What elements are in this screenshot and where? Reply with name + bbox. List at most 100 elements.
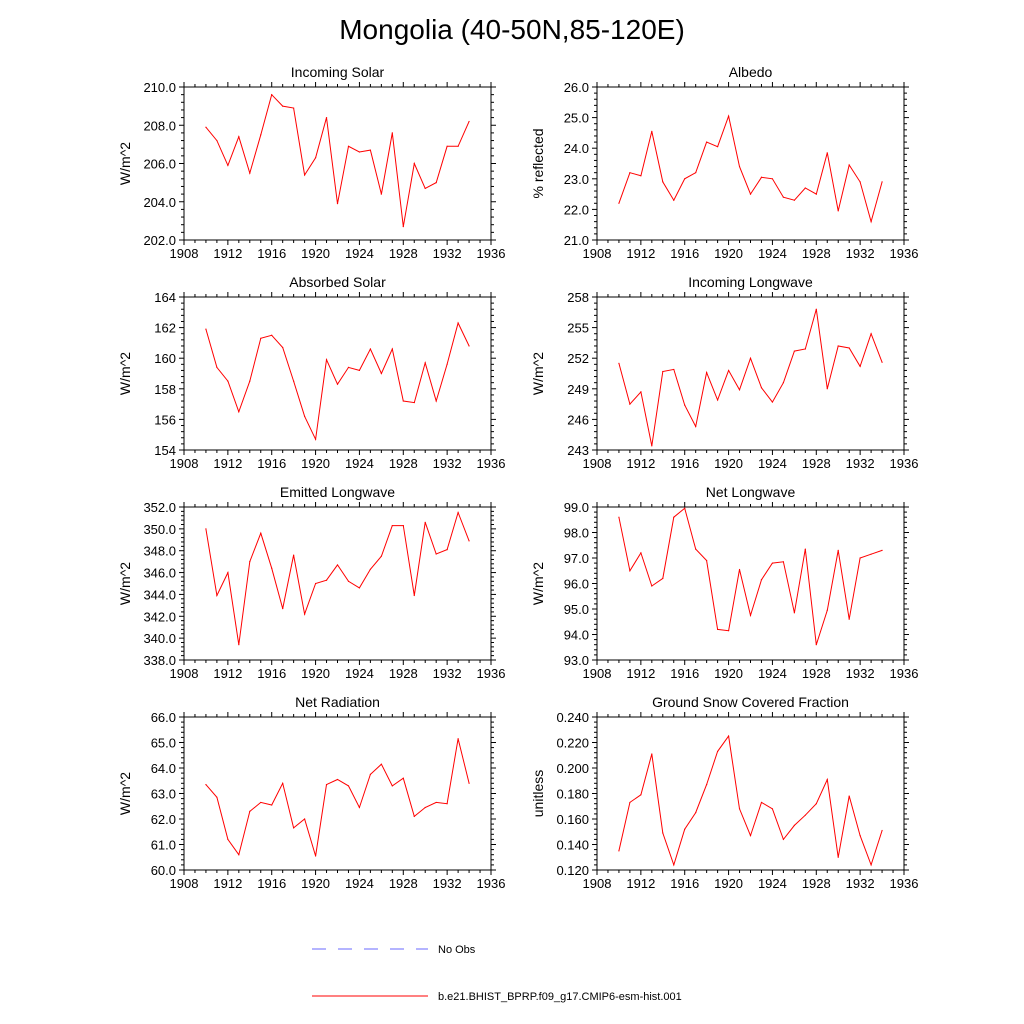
figure-title: Mongolia (40-50N,85-120E) (339, 14, 685, 45)
x-tick-label: 1916 (670, 876, 699, 891)
y-tick-label: 348.0 (143, 544, 176, 559)
chart-panel: Absorbed Solar W/m^2 1908 1912 1916 1920 1924 1… (117, 274, 505, 471)
x-tick-label: 1924 (758, 456, 787, 471)
data-point (457, 738, 459, 740)
data-point (293, 107, 295, 109)
data-point (618, 202, 620, 204)
data-point (227, 571, 229, 574)
y-tick-label: 94.0 (564, 628, 589, 643)
y-tick-label: 0.140 (556, 838, 589, 853)
data-point (695, 425, 697, 428)
x-tick-label: 1932 (433, 456, 462, 471)
data-point (771, 808, 774, 810)
data-point (815, 193, 817, 195)
data-point (629, 172, 631, 174)
y-tick-label: 160 (154, 351, 176, 366)
x-tick-label: 1920 (301, 456, 330, 471)
data-point (216, 796, 218, 798)
chart-panel: Ground Snow Covered Fraction unitless 1908… (530, 694, 918, 891)
data-point (706, 371, 708, 374)
y-tick-label: 95.0 (564, 602, 589, 617)
x-tick-label: 1924 (758, 246, 787, 261)
data-point (684, 828, 686, 830)
data-point (249, 810, 251, 812)
data-point (238, 854, 240, 856)
data-point (782, 382, 784, 384)
x-tick-label: 1908 (583, 456, 612, 471)
y-tick-label: 204.0 (143, 195, 176, 210)
data-point (457, 511, 459, 514)
data-point (413, 162, 415, 165)
data-point (804, 187, 806, 189)
data-point (706, 783, 708, 786)
data-point (391, 132, 393, 134)
data-point (446, 803, 448, 805)
data-point (837, 345, 839, 347)
x-tick-label: 1916 (670, 456, 699, 471)
data-point (673, 368, 675, 371)
x-tick-label: 1928 (389, 666, 418, 681)
y-tick-label: 0.160 (556, 812, 589, 827)
x-tick-label: 1928 (389, 456, 418, 471)
data-point (804, 548, 806, 550)
y-tick-label: 350.0 (143, 522, 176, 537)
data-point (325, 117, 328, 119)
data-point (848, 347, 850, 349)
data-point (738, 568, 741, 571)
data-point (347, 145, 350, 147)
data-point (358, 369, 361, 372)
data-point (271, 804, 273, 806)
data-point (205, 783, 207, 786)
x-tick-label: 1932 (433, 666, 462, 681)
data-point (782, 561, 784, 563)
x-tick-label: 1912 (626, 456, 655, 471)
x-tick-label: 1916 (670, 246, 699, 261)
series-line (205, 321, 470, 442)
data-point (282, 782, 284, 784)
data-point (358, 151, 361, 153)
data-point (304, 613, 306, 615)
y-tick-label: 21.0 (564, 233, 589, 248)
y-tick-label: 352.0 (143, 500, 176, 515)
data-point (260, 134, 262, 136)
x-tick-label: 1916 (257, 456, 286, 471)
y-tick-label: 99.0 (564, 500, 589, 515)
data-point (347, 785, 350, 787)
x-tick-label: 1924 (758, 876, 787, 891)
y-tick-label: 252 (567, 351, 589, 366)
x-tick-label: 1928 (802, 246, 831, 261)
x-tick-label: 1932 (846, 666, 875, 681)
data-point (881, 829, 883, 832)
y-tick-label: 202.0 (143, 233, 176, 248)
y-tick-label: 158 (154, 382, 176, 397)
y-tick-label: 60.0 (151, 863, 176, 878)
data-point (662, 370, 664, 373)
plot-frame (596, 506, 905, 661)
series-line (618, 114, 883, 224)
x-tick-label: 1912 (626, 876, 655, 891)
y-tick-label: 340.0 (143, 631, 176, 646)
data-point (640, 175, 642, 177)
data-point (837, 856, 839, 858)
data-point (260, 801, 262, 804)
data-point (380, 763, 382, 765)
data-point (314, 582, 317, 585)
data-point (727, 369, 730, 372)
y-tick-label: 246 (567, 412, 589, 427)
y-tick-label: 24.0 (564, 141, 589, 156)
data-point (358, 587, 361, 589)
x-tick-label: 1912 (626, 666, 655, 681)
data-point (749, 834, 752, 837)
data-point (673, 199, 675, 201)
x-tick-label: 1936 (890, 666, 919, 681)
data-point (738, 808, 741, 810)
data-point (314, 855, 317, 857)
data-point (859, 557, 861, 559)
y-tick-label: 154 (154, 443, 176, 458)
data-point (848, 795, 850, 797)
data-point (848, 618, 850, 620)
x-tick-label: 1936 (890, 876, 919, 891)
y-tick-label: 0.200 (556, 761, 589, 776)
x-tick-label: 1908 (170, 456, 199, 471)
data-point (435, 553, 437, 555)
